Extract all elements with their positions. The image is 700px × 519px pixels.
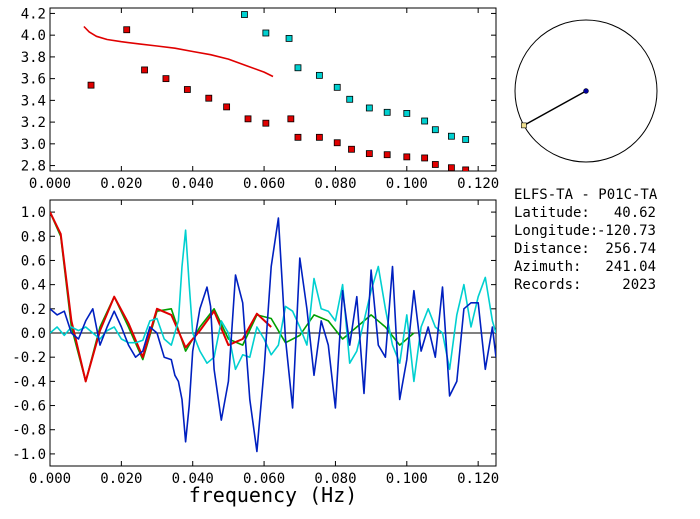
station-info: ELFS-TA - P01C-TA Latitude: 40.62 Longitud… <box>514 187 658 293</box>
correlation-y-tick-label: -1.0 <box>12 447 46 463</box>
dispersion-point <box>462 136 470 143</box>
dispersion-point <box>223 103 231 111</box>
correlation-series <box>50 211 496 453</box>
dispersion-y-tick-label: 3.8 <box>21 50 46 66</box>
correlation-axis-ticks: 0.000 0.020 0.040 0.060 0.080 0.100 0.120 1.0 0.… <box>12 200 499 487</box>
dispersion-point <box>346 95 354 103</box>
info-label: Latitude: <box>514 205 590 221</box>
dispersion-point <box>421 117 429 125</box>
dispersion-point <box>141 66 148 74</box>
dispersion-point <box>285 35 293 42</box>
dispersion-series <box>83 11 470 171</box>
azimuth-circle <box>514 19 658 163</box>
dispersion-point <box>123 26 131 34</box>
correlation-y-tick-label: 0.4 <box>21 278 46 294</box>
dispersion-y-tick-label: 4.0 <box>21 28 46 44</box>
correlation-y-tick-label: -0.8 <box>12 423 46 439</box>
dispersion-x-tick-label: 0.080 <box>314 176 356 192</box>
correlation-x-tick-label: 0.100 <box>386 471 428 487</box>
correlation-y-tick-label: 0.2 <box>21 302 46 318</box>
correlation-y-tick-label: -0.4 <box>12 374 46 390</box>
dispersion-point <box>383 151 391 159</box>
dispersion-chart: 0.000 0.020 0.040 0.060 0.080 0.100 0.120 2.8 3.… <box>21 6 500 192</box>
correlation-y-tick-label: -0.2 <box>12 350 46 366</box>
dispersion-x-tick-label: 0.060 <box>243 176 285 192</box>
dispersion-x-tick-label: 0.000 <box>29 176 71 192</box>
info-value: 2023 <box>622 277 656 293</box>
info-label: Records: <box>514 277 581 293</box>
dispersion-y-tick-label: 3.4 <box>21 93 46 109</box>
dispersion-x-tick-label: 0.100 <box>386 176 428 192</box>
correlation-series-line <box>50 211 415 383</box>
dispersion-y-tick-label: 3.0 <box>21 137 46 153</box>
correlation-x-tick-label: 0.020 <box>100 471 142 487</box>
dispersion-point <box>447 164 455 171</box>
dispersion-y-tick-label: 4.2 <box>21 6 46 22</box>
dispersion-x-tick-label: 0.020 <box>100 176 142 192</box>
dispersion-x-tick-label: 0.040 <box>172 176 214 192</box>
info-label: Distance: <box>514 241 590 257</box>
info-value: -120.73 <box>597 223 656 239</box>
event-marker <box>521 122 527 129</box>
x-axis-label: frequency (Hz) <box>189 483 358 507</box>
dispersion-point <box>262 119 270 127</box>
correlation-y-tick-label: -0.6 <box>12 399 46 415</box>
correlation-x-tick-label: 0.120 <box>457 471 499 487</box>
correlation-chart: 0.000 0.020 0.040 0.060 0.080 0.100 0.120 1.0 0.… <box>12 199 499 507</box>
info-value: 40.62 <box>614 205 656 221</box>
dispersion-point <box>87 81 95 89</box>
correlation-y-tick-label: 0.6 <box>21 253 46 269</box>
dispersion-point <box>241 11 248 18</box>
station-title: ELFS-TA - P01C-TA <box>514 187 658 203</box>
azimuth-line <box>523 90 587 127</box>
dispersion-point <box>431 161 439 168</box>
dispersion-point <box>348 145 355 153</box>
correlation-x-tick-label: 0.060 <box>243 471 285 487</box>
dispersion-point <box>294 133 302 141</box>
dispersion-point <box>205 94 213 102</box>
correlation-y-tick-label: 0.0 <box>21 326 46 342</box>
dispersion-point <box>162 75 170 83</box>
dispersion-point <box>421 154 429 162</box>
dispersion-axis-ticks: 0.000 0.020 0.040 0.060 0.080 0.100 0.120 2.8 3.… <box>21 6 500 192</box>
dispersion-point <box>294 64 302 72</box>
dispersion-y-tick-label: 2.8 <box>21 159 46 175</box>
dispersion-point <box>462 166 470 171</box>
correlation-series-line <box>50 217 496 453</box>
dispersion-point <box>315 71 323 79</box>
dispersion-point <box>447 132 455 140</box>
dispersion-y-tick-label: 3.6 <box>21 72 46 88</box>
dispersion-point <box>333 139 341 147</box>
dispersion-plot-frame <box>49 7 497 172</box>
dispersion-point <box>183 86 191 93</box>
dispersion-point <box>244 115 252 123</box>
dispersion-point <box>333 83 341 91</box>
dispersion-point <box>315 133 323 141</box>
correlation-series-line <box>50 211 272 383</box>
correlation-y-tick-label: 1.0 <box>21 205 46 221</box>
dispersion-point <box>431 126 439 134</box>
dispersion-x-tick-label: 0.120 <box>457 176 499 192</box>
dispersion-point <box>403 110 411 117</box>
correlation-x-tick-label: 0.040 <box>172 471 214 487</box>
dispersion-point <box>403 153 411 161</box>
dispersion-point <box>262 29 270 37</box>
correlation-x-tick-label: 0.000 <box>29 471 71 487</box>
dispersion-y-tick-label: 3.2 <box>21 115 46 131</box>
azimuth-dial <box>514 19 658 163</box>
info-label: Longitude: <box>514 223 598 239</box>
dispersion-point <box>383 108 391 116</box>
station-marker <box>583 88 589 94</box>
correlation-y-tick-label: 0.8 <box>21 229 46 245</box>
info-value: 256.74 <box>605 241 656 257</box>
dispersion-series-line <box>83 25 274 78</box>
correlation-x-tick-label: 0.080 <box>314 471 356 487</box>
dispersion-point <box>287 115 295 123</box>
info-value: 241.04 <box>605 259 656 275</box>
dispersion-point <box>365 150 373 158</box>
info-label: Azimuth: <box>514 259 581 275</box>
dispersion-point <box>365 104 373 112</box>
